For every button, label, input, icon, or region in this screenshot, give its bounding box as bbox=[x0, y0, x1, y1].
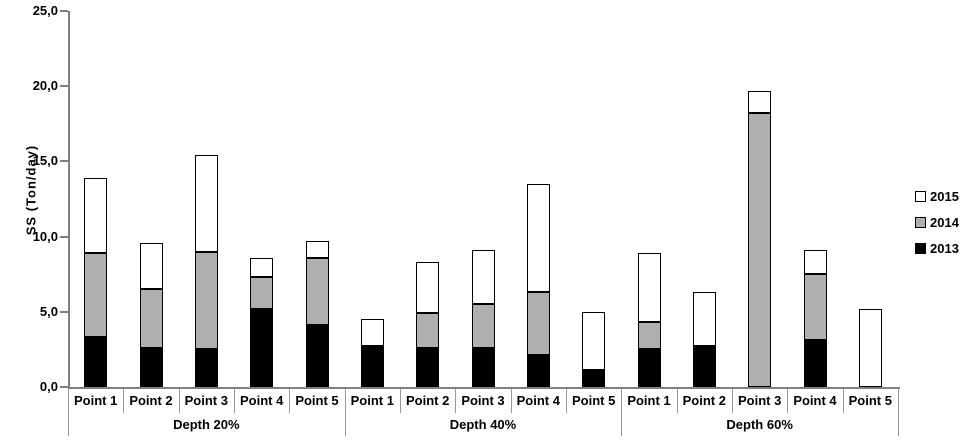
x-axis-category-label: Point 2 bbox=[405, 393, 450, 408]
x-axis-category-label: Point 3 bbox=[737, 393, 782, 408]
bar-segment-2013 bbox=[526, 355, 550, 387]
x-axis-line bbox=[68, 387, 900, 389]
bar-segment-2015 bbox=[692, 292, 716, 347]
bar-segment-2015 bbox=[250, 257, 274, 278]
x-axis-category-label: Point 5 bbox=[295, 393, 339, 408]
x-axis-category-label: Point 2 bbox=[129, 393, 173, 408]
bar-segment-2015 bbox=[582, 311, 606, 371]
category-separator-line bbox=[787, 389, 789, 413]
bar-segment-2015 bbox=[858, 308, 882, 387]
category-separator-line bbox=[123, 389, 125, 413]
category-separator-line bbox=[732, 389, 733, 413]
bar-segment-2015 bbox=[526, 183, 550, 293]
category-separator-line bbox=[234, 389, 235, 413]
bar-segment-2015 bbox=[139, 242, 163, 290]
bar-segment-2015 bbox=[360, 319, 384, 347]
category-separator-line bbox=[455, 389, 457, 413]
x-axis-category-label: Point 3 bbox=[184, 393, 228, 408]
bar-segment-2015 bbox=[637, 253, 661, 323]
category-separator-line bbox=[400, 389, 401, 413]
y-tick-mark bbox=[60, 310, 68, 313]
bar-segment-2014 bbox=[803, 274, 827, 341]
y-tick-label: 20,0 bbox=[32, 78, 58, 94]
bar-segment-2013 bbox=[250, 308, 274, 387]
legend-label: 2015 bbox=[930, 188, 959, 204]
bar-segment-2014 bbox=[305, 257, 329, 326]
bar-segment-2013 bbox=[305, 325, 329, 387]
bar-segment-2013 bbox=[692, 346, 716, 387]
y-tick-label: 0,0 bbox=[39, 379, 58, 394]
y-tick-mark bbox=[60, 160, 68, 163]
bar-segment-2013 bbox=[139, 347, 163, 387]
bar-segment-2014 bbox=[194, 251, 218, 350]
bar-segment-2013 bbox=[84, 337, 108, 387]
bar-segment-2015 bbox=[194, 155, 218, 252]
bar-segment-2014 bbox=[84, 253, 108, 338]
bar-segment-2013 bbox=[360, 346, 384, 387]
chart-legend: 2015 2014 2013 bbox=[915, 183, 959, 261]
legend-entry-2014: 2014 bbox=[915, 209, 959, 235]
bar-segment-2013 bbox=[582, 370, 606, 387]
y-tick-label: 5,0 bbox=[39, 303, 58, 319]
x-axis-group-label: Depth 40% bbox=[449, 417, 517, 432]
y-tick-label: 25,0 bbox=[32, 3, 58, 18]
group-separator-line bbox=[898, 389, 899, 436]
legend-entry-2013: 2013 bbox=[915, 235, 959, 261]
bar-segment-2014 bbox=[637, 322, 661, 350]
x-axis-category-label: Point 5 bbox=[571, 393, 616, 408]
x-axis-category-label: Point 2 bbox=[682, 393, 726, 408]
y-tick-label: 10,0 bbox=[32, 228, 58, 244]
bar-segment-2013 bbox=[416, 347, 440, 387]
legend-swatch-icon bbox=[915, 190, 926, 202]
bar-segment-2015 bbox=[416, 262, 440, 314]
bar-segment-2015 bbox=[803, 250, 827, 275]
bar-segment-2014 bbox=[139, 289, 163, 348]
y-tick-label: 15,0 bbox=[32, 153, 58, 169]
x-axis-group-label: Depth 60% bbox=[726, 417, 793, 432]
category-separator-line bbox=[566, 389, 567, 413]
bar-segment-2014 bbox=[250, 277, 274, 309]
category-separator-line bbox=[510, 389, 512, 413]
y-tick-mark bbox=[60, 386, 68, 388]
bar-segment-2014 bbox=[526, 292, 550, 356]
bar-segment-2014 bbox=[748, 113, 772, 387]
bar-segment-2015 bbox=[84, 177, 108, 254]
bar-segment-2015 bbox=[471, 250, 495, 305]
x-axis-category-label: Point 4 bbox=[793, 393, 837, 408]
y-axis-line bbox=[68, 11, 70, 387]
category-separator-line bbox=[842, 389, 844, 413]
legend-swatch-icon bbox=[915, 242, 926, 254]
group-separator-line bbox=[344, 389, 346, 436]
y-tick-mark bbox=[60, 235, 68, 238]
bar-segment-2014 bbox=[416, 313, 440, 348]
x-axis-category-label: Point 3 bbox=[461, 393, 505, 408]
x-axis-category-label: Point 1 bbox=[627, 393, 671, 408]
x-axis-category-label: Point 1 bbox=[350, 393, 394, 408]
x-axis-category-label: Point 1 bbox=[73, 393, 118, 408]
group-separator-line bbox=[68, 389, 69, 436]
bar-segment-2013 bbox=[194, 349, 218, 387]
bar-segment-2015 bbox=[748, 90, 772, 114]
legend-label: 2013 bbox=[930, 240, 959, 256]
group-separator-line bbox=[621, 389, 623, 436]
bar-segment-2013 bbox=[803, 340, 827, 387]
bar-segment-2014 bbox=[471, 304, 495, 348]
x-axis-category-label: Point 4 bbox=[239, 393, 284, 408]
legend-label: 2014 bbox=[930, 214, 959, 230]
bar-segment-2013 bbox=[637, 349, 661, 387]
x-axis-category-label: Point 5 bbox=[848, 393, 892, 408]
bar-segment-2013 bbox=[471, 347, 495, 387]
x-axis-category-label: Point 4 bbox=[516, 393, 560, 408]
bar-segment-2015 bbox=[305, 241, 329, 258]
y-tick-mark bbox=[60, 85, 68, 88]
category-separator-line bbox=[178, 389, 180, 413]
x-axis-group-label: Depth 20% bbox=[173, 417, 240, 432]
category-separator-line bbox=[676, 389, 678, 413]
legend-entry-2015: 2015 bbox=[915, 183, 959, 209]
category-separator-line bbox=[289, 389, 291, 413]
legend-swatch-icon bbox=[915, 216, 926, 228]
y-tick-mark bbox=[60, 10, 68, 12]
